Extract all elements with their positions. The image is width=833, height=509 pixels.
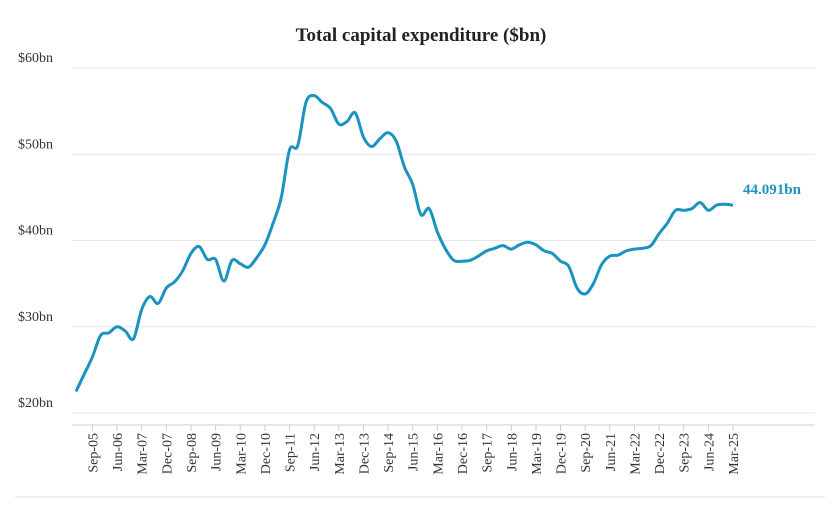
x-tick-label: Jun-18 bbox=[505, 433, 520, 471]
x-tick-label: Sep-14 bbox=[382, 433, 397, 473]
x-tick-label: Sep-23 bbox=[678, 433, 693, 473]
x-tick-label: Mar-19 bbox=[530, 433, 545, 475]
x-tick-label: Sep-08 bbox=[185, 433, 200, 473]
y-tick-label: $50bn bbox=[18, 137, 53, 152]
x-tick-label: Sep-20 bbox=[579, 433, 594, 473]
x-tick-label: Sep-05 bbox=[86, 433, 101, 473]
x-tick-label: Jun-12 bbox=[308, 433, 323, 471]
y-tick-label: $30bn bbox=[18, 310, 53, 325]
x-tick-label: Jun-09 bbox=[210, 433, 225, 471]
x-tick-label: Mar-25 bbox=[727, 433, 742, 475]
x-tick-label: Dec-13 bbox=[357, 433, 372, 474]
x-tick-label: Dec-22 bbox=[653, 433, 668, 474]
y-tick-label: $60bn bbox=[18, 51, 53, 66]
y-tick-label: $20bn bbox=[18, 396, 53, 411]
chart-title: Total capital expenditure ($bn) bbox=[296, 25, 547, 46]
x-tick-label: Mar-13 bbox=[333, 433, 348, 475]
x-tick-label: Sep-17 bbox=[481, 433, 496, 473]
x-tick-label: Mar-10 bbox=[234, 433, 249, 475]
x-tick-label: Mar-22 bbox=[628, 433, 643, 475]
x-tick-label: Dec-10 bbox=[259, 433, 274, 474]
x-tick-label: Dec-19 bbox=[555, 433, 570, 474]
x-tick-label: Dec-16 bbox=[456, 433, 471, 474]
x-tick-label: Jun-15 bbox=[407, 433, 422, 471]
x-tick-label: Jun-06 bbox=[111, 433, 126, 471]
line-series bbox=[74, 94, 734, 393]
y-tick-label: $40bn bbox=[18, 224, 53, 239]
x-tick-label: Mar-16 bbox=[431, 433, 446, 475]
x-tick-label: Dec-07 bbox=[160, 433, 175, 474]
x-tick-label: Mar-07 bbox=[136, 433, 151, 475]
x-tick-label: Jun-21 bbox=[604, 433, 619, 471]
x-tick-label: Jun-24 bbox=[702, 433, 717, 471]
value-label: 44.091bn bbox=[743, 182, 802, 198]
x-tick-label: Sep-11 bbox=[284, 433, 299, 472]
